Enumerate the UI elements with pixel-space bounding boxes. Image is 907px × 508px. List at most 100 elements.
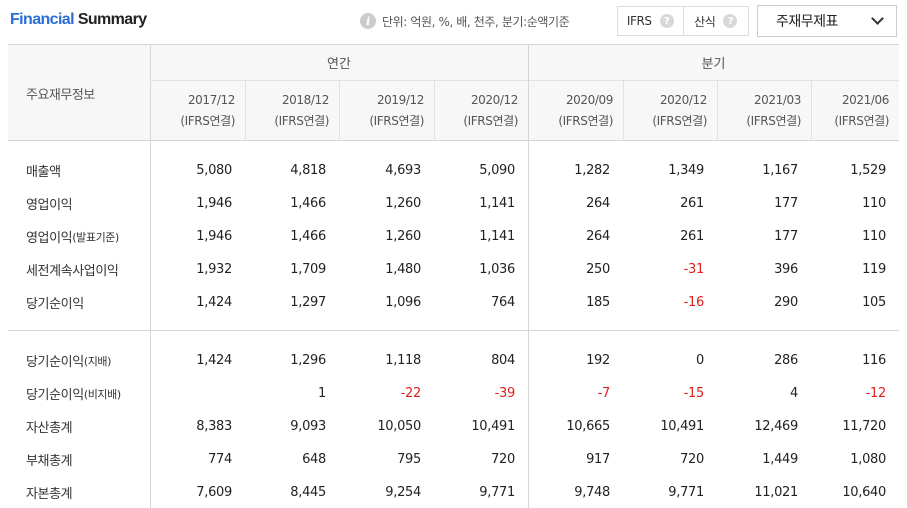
table-cell: 1,480	[385, 262, 421, 277]
column-divider	[528, 45, 529, 508]
column-divider	[245, 81, 246, 141]
row-label-text: 영업이익	[26, 231, 73, 246]
table-cell: 774	[208, 452, 232, 467]
table-cell: 1,297	[290, 295, 326, 310]
ifrs-help-icon[interactable]: ?	[659, 14, 674, 28]
table-cell: 9,254	[385, 485, 421, 500]
column-period: 2021/06	[841, 93, 889, 107]
table-cell: 720	[680, 452, 704, 467]
table-cell: -7	[597, 386, 611, 401]
column-period: 2021/03	[753, 93, 801, 107]
column-period: 2020/09	[565, 93, 613, 107]
annual-group-header: 연간	[150, 45, 528, 81]
row-label-suffix: (발표기준)	[72, 230, 119, 244]
table-cell: 116	[862, 353, 886, 368]
table-cell: 1,529	[850, 163, 886, 178]
row-label-text: 부채총계	[26, 454, 73, 469]
table-cell: -12	[865, 386, 887, 401]
unit-info: i 단위: 억원, %, 배, 천주, 분기:순액기준	[360, 10, 570, 32]
row-label: 매출액	[26, 154, 61, 187]
table-cell: 264	[586, 196, 610, 211]
table-cell: -31	[683, 262, 705, 277]
table-row: 당기순이익 (지배) 1,424 1,296 1,118 804 192 0 286 116	[8, 344, 899, 377]
statement-select[interactable]: 주재무제표	[757, 5, 897, 37]
table-cell: 1,167	[762, 163, 798, 178]
table-cell: 1,141	[479, 196, 515, 211]
formula-help-icon[interactable]: ?	[723, 14, 738, 28]
standard-toggle: IFRS ? 산식 ?	[617, 6, 749, 36]
column-header: 2018/12 (IFRS연결)	[245, 81, 339, 141]
table-cell: 1,080	[850, 452, 886, 467]
unit-text: 단위: 억원, %, 배, 천주, 분기:순액기준	[382, 14, 570, 29]
formula-label: 산식	[694, 14, 716, 29]
title-rest: Summary	[77, 11, 147, 28]
table-cell: -22	[400, 386, 422, 401]
chevron-down-icon	[871, 12, 884, 25]
table-row: 매출액 5,080 4,818 4,693 5,090 1,282 1,349 1,167 1,…	[8, 154, 899, 187]
row-label-text: 당기순이익	[26, 297, 84, 312]
column-period: 2017/12	[187, 93, 235, 107]
table-cell: 10,491	[660, 419, 704, 434]
table-cell: 105	[862, 295, 886, 310]
table-cell: 177	[774, 196, 798, 211]
table-cell: 9,748	[574, 485, 610, 500]
table-cell: 119	[862, 262, 886, 277]
column-basis: (IFRS연결)	[369, 114, 424, 128]
row-label: 부채총계	[26, 443, 73, 476]
row-label-text: 자본총계	[26, 487, 73, 502]
row-label-text: 당기순이익	[26, 355, 84, 370]
row-label: 자본총계	[26, 476, 73, 508]
row-label-suffix: (지배)	[83, 354, 112, 368]
table-cell: 9,771	[668, 485, 704, 500]
row-label: 영업이익	[26, 187, 73, 220]
row-label-text: 세전계속사업이익	[26, 264, 119, 279]
ifrs-tab[interactable]: IFRS ?	[618, 7, 683, 35]
row-label: 세전계속사업이익	[26, 253, 119, 286]
table-cell: 8,383	[196, 419, 232, 434]
table-cell: 1,296	[290, 353, 326, 368]
table-cell: 1,282	[574, 163, 610, 178]
table-cell: 1,118	[385, 353, 421, 368]
page-title: Financial Summary	[10, 11, 147, 29]
table-cell: 110	[862, 196, 886, 211]
table-cell: 11,021	[754, 485, 798, 500]
column-basis: (IFRS연결)	[180, 114, 235, 128]
table-cell: 1,260	[385, 229, 421, 244]
table-row: 영업이익 (발표기준) 1,946 1,466 1,260 1,141 264 261 177 1…	[8, 220, 899, 253]
table-cell: 648	[302, 452, 326, 467]
table-cell: 12,469	[754, 419, 798, 434]
table-cell: 1,466	[290, 229, 326, 244]
column-divider	[811, 81, 812, 141]
column-basis: (IFRS연결)	[558, 114, 613, 128]
table-cell: 10,491	[471, 419, 515, 434]
table-cell: 1,260	[385, 196, 421, 211]
table-cell: 185	[586, 295, 610, 310]
table-cell: -16	[683, 295, 705, 310]
table-cell: 10,640	[842, 485, 886, 500]
column-header: 2017/12 (IFRS연결)	[150, 81, 245, 141]
ifrs-label: IFRS	[626, 14, 652, 28]
info-icon[interactable]: i	[360, 13, 376, 29]
table-cell: 1,424	[196, 353, 232, 368]
table-row: 자산총계 8,383 9,093 10,050 10,491 10,665 10,491 12…	[8, 410, 899, 443]
column-period: 2020/12	[470, 93, 518, 107]
column-period: 2019/12	[376, 93, 424, 107]
table-row: 당기순이익 1,424 1,297 1,096 764 185 -16 290 105	[8, 286, 899, 319]
table-cell: 5,080	[196, 163, 232, 178]
statement-select-value: 주재무제표	[776, 14, 838, 30]
table-cell: 1,709	[290, 262, 326, 277]
table-cell: 917	[586, 452, 610, 467]
column-basis: (IFRS연결)	[274, 114, 329, 128]
table-cell: 250	[586, 262, 610, 277]
table-cell: 10,665	[566, 419, 610, 434]
table-cell: 7,609	[196, 485, 232, 500]
table-cell: 4	[790, 386, 798, 401]
row-label: 당기순이익	[26, 286, 84, 319]
formula-tab[interactable]: 산식 ?	[682, 7, 749, 35]
row-label-text: 영업이익	[26, 198, 73, 213]
section-divider	[8, 330, 899, 331]
table-row: 세전계속사업이익 1,932 1,709 1,480 1,036 250 -31 396 119	[8, 253, 899, 286]
table-row: 자본총계 7,609 8,445 9,254 9,771 9,748 9,771 11,021…	[8, 476, 899, 508]
column-divider	[623, 81, 624, 141]
column-header: 2020/09 (IFRS연결)	[528, 81, 623, 141]
